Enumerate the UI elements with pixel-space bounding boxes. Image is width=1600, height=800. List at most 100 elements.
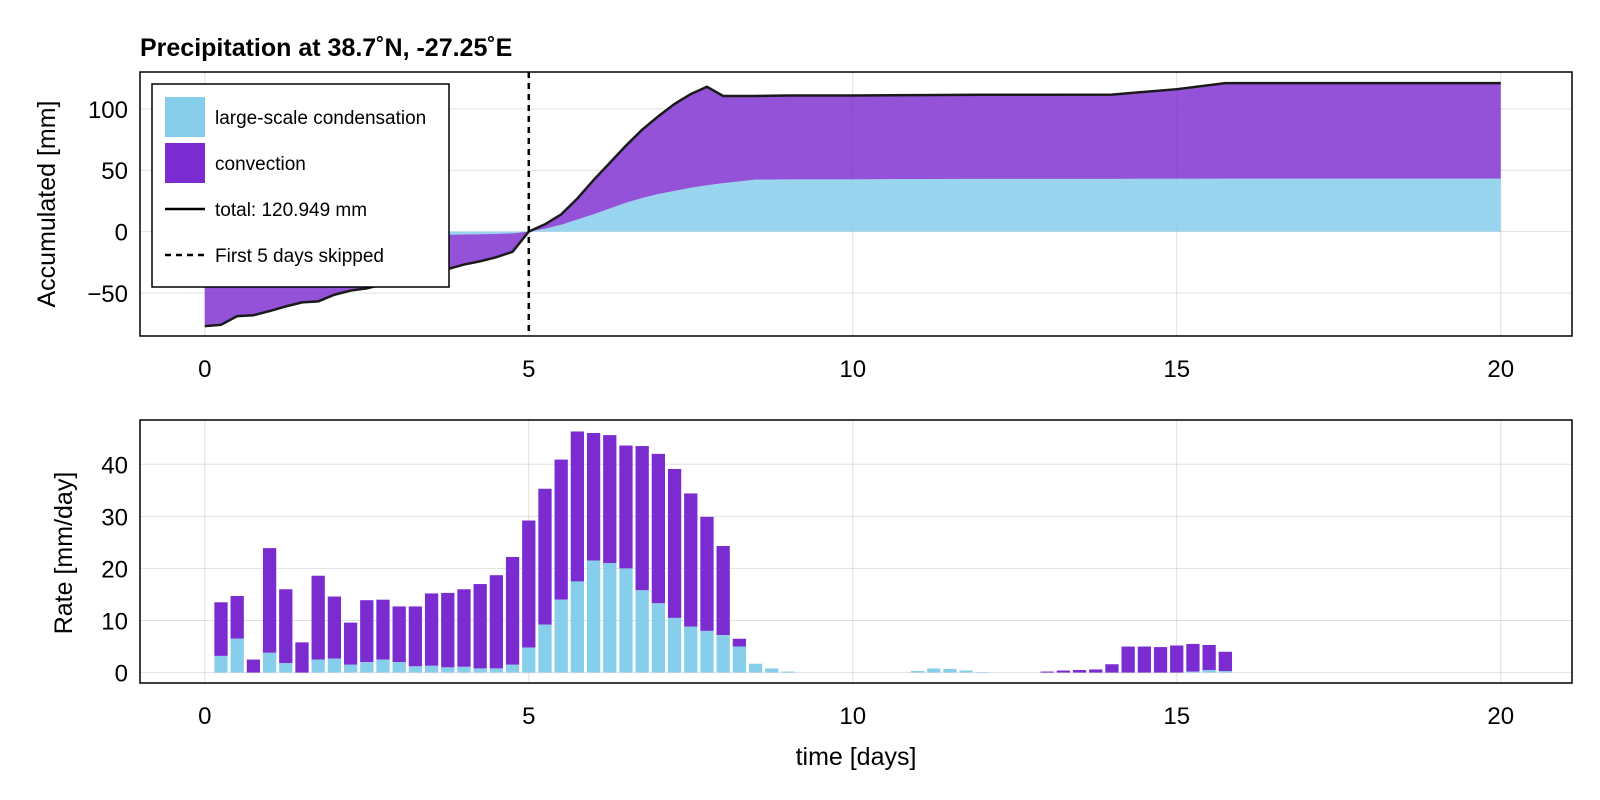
bar-convection <box>311 575 325 660</box>
bar-large-scale-condensation <box>457 666 471 673</box>
bar-convection <box>635 446 649 591</box>
bar-large-scale-condensation <box>424 665 439 673</box>
top-x-tick-labels: 0 5 10 15 20 <box>198 356 1514 383</box>
bar-convection <box>667 468 682 618</box>
bar-convection <box>1153 647 1168 673</box>
bar-large-scale-condensation <box>522 647 536 673</box>
y-tick-label: 0 <box>115 661 128 688</box>
x-tick-label: 10 <box>839 356 866 383</box>
bottom-y-tick-labels: 0 10 20 30 40 <box>101 452 128 687</box>
top-y-axis-label: Accumulated [mm] <box>33 100 61 307</box>
bar-large-scale-condensation <box>716 635 730 673</box>
bar-convection <box>505 556 520 665</box>
bar-large-scale-condensation <box>603 563 617 673</box>
bar-large-scale-condensation <box>748 663 763 673</box>
bar-large-scale-condensation <box>538 624 552 673</box>
bar-convection <box>684 493 698 627</box>
bar-large-scale-condensation <box>408 666 423 673</box>
bar-convection <box>1072 669 1087 673</box>
bar-convection <box>1218 651 1232 672</box>
bar-large-scale-condensation <box>635 590 649 673</box>
x-tick-label: 20 <box>1487 703 1514 730</box>
legend-swatch-convection <box>165 143 205 183</box>
bottom-x-tick-labels: 0 5 10 15 20 <box>198 703 1514 730</box>
y-tick-label: 30 <box>101 504 128 531</box>
bar-convection <box>586 433 601 561</box>
bar-large-scale-condensation <box>441 667 455 673</box>
bar-large-scale-condensation <box>975 672 989 673</box>
bar-large-scale-condensation <box>619 568 633 673</box>
x-tick-label: 5 <box>522 356 535 383</box>
bar-large-scale-condensation <box>651 603 666 673</box>
x-tick-label: 20 <box>1487 356 1514 383</box>
bar-convection <box>1186 643 1200 672</box>
bar-large-scale-condensation <box>781 671 795 673</box>
accumulated-panel: Precipitation at 38.7˚N, -27.25˚E −50050… <box>33 34 1573 383</box>
x-tick-label: 0 <box>198 356 211 383</box>
bar-convection <box>262 548 277 653</box>
bar-large-scale-condensation <box>586 560 601 673</box>
bar-large-scale-condensation <box>732 646 747 673</box>
bar-convection <box>457 589 471 667</box>
bar-convection <box>214 602 228 656</box>
y-tick-label: 0 <box>115 220 128 247</box>
top-axes-frame <box>139 71 1573 337</box>
bar-large-scale-condensation <box>214 655 228 673</box>
legend-label-large-scale: large-scale condensation <box>215 108 426 129</box>
bottom-gridlines <box>140 420 1572 683</box>
bar-convection <box>408 606 423 667</box>
bar-convection <box>327 596 342 659</box>
y-tick-label: 100 <box>88 97 128 124</box>
legend-label-convection: convection <box>215 154 306 175</box>
bar-convection <box>376 599 390 660</box>
bar-convection <box>1056 670 1070 673</box>
bar-large-scale-condensation <box>262 652 277 673</box>
bottom-axes-frame <box>139 419 1573 684</box>
bottom-bars <box>214 431 1232 673</box>
bar-convection <box>538 488 552 625</box>
area-convection <box>204 83 1501 327</box>
bar-large-scale-condensation <box>700 630 714 673</box>
bar-convection <box>1170 645 1184 673</box>
bottom-x-axis-label: time [days] <box>796 743 917 771</box>
bar-convection <box>230 596 244 639</box>
bar-large-scale-condensation <box>570 581 585 673</box>
bar-convection <box>360 600 374 663</box>
x-tick-label: 10 <box>839 703 866 730</box>
bar-large-scale-condensation <box>927 668 941 673</box>
y-tick-label: 50 <box>101 158 128 185</box>
bar-large-scale-condensation <box>554 599 568 673</box>
top-y-tick-labels: −50 0 50 100 <box>87 97 128 308</box>
area-large-scale-condensation <box>204 178 1501 241</box>
x-tick-label: 0 <box>198 703 211 730</box>
bar-convection <box>732 638 747 647</box>
bar-large-scale-condensation <box>360 662 374 673</box>
bar-large-scale-condensation <box>959 670 973 673</box>
legend-swatch-large-scale <box>165 97 205 137</box>
legend: large-scale condensation convection tota… <box>151 83 450 288</box>
bar-convection <box>343 622 358 665</box>
bar-large-scale-condensation <box>1218 671 1232 673</box>
x-tick-label: 15 <box>1163 356 1190 383</box>
bar-convection <box>1089 669 1103 673</box>
bar-large-scale-condensation <box>1186 671 1200 673</box>
bar-large-scale-condensation <box>376 659 390 673</box>
x-tick-label: 5 <box>522 703 535 730</box>
bottom-y-axis-label: Rate [mm/day] <box>50 472 78 635</box>
bar-large-scale-condensation <box>473 668 487 673</box>
bar-large-scale-condensation <box>343 664 358 673</box>
bar-convection <box>603 435 617 564</box>
bar-convection <box>473 584 487 669</box>
bar-convection <box>489 575 504 669</box>
y-tick-label: 20 <box>101 556 128 583</box>
x-tick-label: 15 <box>1163 703 1190 730</box>
legend-label-skipped: First 5 days skipped <box>215 246 384 267</box>
bar-convection <box>1105 664 1119 673</box>
bar-large-scale-condensation <box>230 638 244 673</box>
bar-convection <box>554 459 568 600</box>
bar-convection <box>295 642 309 673</box>
bar-convection <box>1121 646 1135 673</box>
bar-convection <box>716 546 730 636</box>
bar-large-scale-condensation <box>765 668 779 673</box>
